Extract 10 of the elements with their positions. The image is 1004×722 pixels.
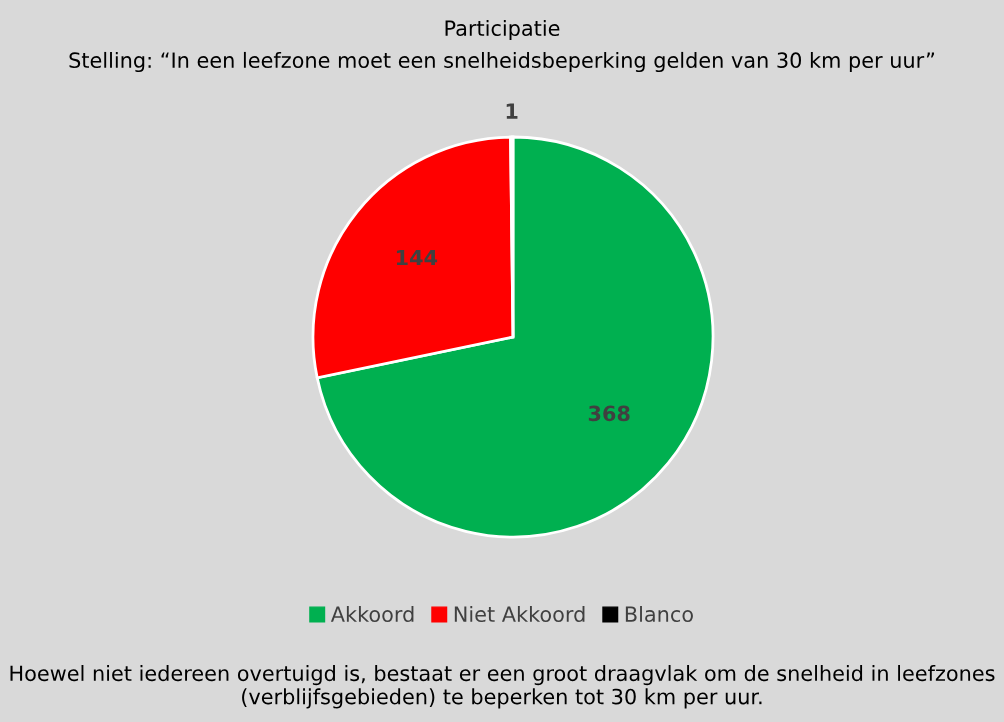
data-label: 144: [396, 249, 438, 266]
legend-label: Akkoord: [330, 605, 414, 623]
pie-slice: [315, 135, 715, 539]
legend-label: Blanco: [625, 605, 693, 623]
legend-label: Niet Akkoord: [454, 605, 585, 623]
data-label: 368: [588, 405, 630, 422]
text: Hoewel niet iedereen overtuigd is, bestaat er een groot draagvlak om de snelheid in leefzones (verblijfsgebieden) te beperken tot 30 km per uur.: [10, 665, 995, 709]
chart-subtitle: Stelling: “In een leefzone moet een snelheidsbeperking gelden van 30 km per uur”: [69, 51, 935, 73]
data-label: 1: [506, 103, 518, 119]
chart-title: Participatie: [445, 19, 560, 41]
